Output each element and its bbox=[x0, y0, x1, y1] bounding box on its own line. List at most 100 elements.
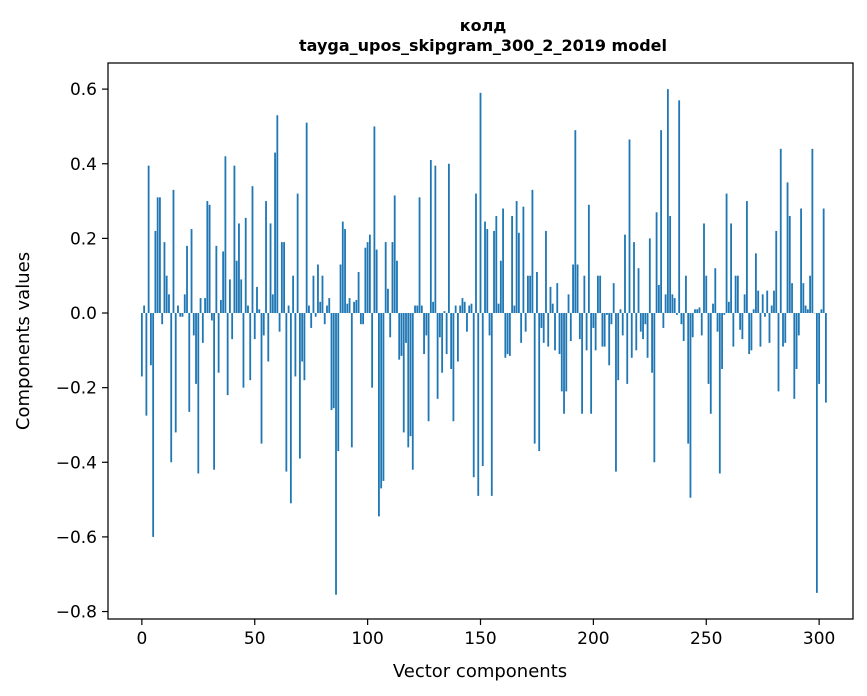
bar bbox=[432, 301, 434, 314]
bar bbox=[734, 275, 737, 314]
bar bbox=[619, 309, 622, 314]
y-tick-label: 0.4 bbox=[70, 155, 97, 175]
bar bbox=[190, 229, 193, 314]
bar bbox=[310, 313, 313, 328]
bar bbox=[438, 313, 441, 338]
bar bbox=[195, 313, 197, 384]
bar bbox=[599, 275, 602, 314]
bar bbox=[748, 313, 751, 355]
bar bbox=[414, 305, 416, 314]
bar bbox=[664, 294, 667, 314]
bar bbox=[210, 313, 213, 321]
bar bbox=[323, 313, 326, 325]
bar bbox=[795, 313, 798, 369]
bar bbox=[488, 313, 491, 336]
bar bbox=[416, 305, 419, 314]
bar bbox=[617, 313, 620, 381]
bar bbox=[755, 253, 757, 314]
bar bbox=[606, 313, 608, 315]
bar bbox=[420, 305, 423, 314]
bar bbox=[743, 294, 746, 314]
bar bbox=[159, 197, 161, 314]
bar bbox=[709, 313, 712, 414]
chart-title: колд bbox=[460, 16, 507, 35]
bar bbox=[459, 305, 462, 314]
bar bbox=[642, 313, 644, 340]
bar bbox=[477, 313, 480, 496]
bar bbox=[689, 313, 692, 498]
bar bbox=[222, 251, 225, 314]
bar bbox=[303, 313, 306, 381]
bar bbox=[145, 313, 148, 416]
bar bbox=[648, 238, 651, 314]
bar bbox=[402, 313, 405, 433]
bar bbox=[217, 313, 220, 373]
bar bbox=[389, 313, 392, 338]
bar bbox=[547, 313, 550, 347]
bar bbox=[486, 229, 489, 314]
bar bbox=[572, 264, 574, 314]
bar bbox=[357, 271, 360, 314]
bar bbox=[820, 309, 823, 314]
bar bbox=[750, 313, 753, 351]
bar bbox=[308, 305, 310, 314]
bar bbox=[215, 245, 218, 314]
bar bbox=[229, 279, 231, 314]
bar bbox=[563, 313, 565, 414]
bar bbox=[387, 288, 389, 314]
bar bbox=[242, 313, 245, 388]
bar bbox=[337, 313, 340, 452]
plot-area bbox=[140, 89, 827, 595]
bar bbox=[662, 313, 665, 328]
bar bbox=[348, 298, 351, 314]
bar bbox=[411, 313, 414, 470]
bar bbox=[560, 313, 563, 392]
bar bbox=[685, 275, 687, 314]
bar bbox=[434, 165, 437, 314]
bar bbox=[797, 313, 800, 336]
bar bbox=[495, 215, 498, 314]
bar bbox=[800, 208, 802, 314]
bar bbox=[472, 313, 475, 478]
bar bbox=[723, 313, 726, 315]
bar bbox=[170, 313, 173, 463]
bar bbox=[517, 232, 520, 314]
bar bbox=[673, 298, 676, 314]
y-tick-label: −0.4 bbox=[56, 453, 97, 473]
bar bbox=[676, 313, 678, 315]
bar bbox=[366, 242, 369, 314]
bar bbox=[698, 307, 701, 314]
bar bbox=[289, 313, 292, 504]
bar bbox=[529, 275, 532, 314]
bar bbox=[707, 313, 710, 384]
bar bbox=[624, 234, 626, 314]
bar bbox=[353, 301, 355, 314]
bar bbox=[326, 305, 328, 314]
bar bbox=[493, 230, 495, 314]
bar bbox=[177, 305, 179, 314]
bar bbox=[181, 313, 184, 317]
bar bbox=[513, 305, 516, 314]
bar bbox=[240, 279, 243, 314]
y-tick-label: −0.2 bbox=[56, 379, 97, 399]
y-axis: −0.8 −0.6 −0.4 −0.2 0.0 0.2 0.4 0.6 bbox=[56, 80, 108, 623]
bar bbox=[522, 206, 525, 314]
bar bbox=[256, 286, 258, 314]
bar bbox=[314, 313, 317, 317]
y-tick-label: −0.8 bbox=[56, 603, 97, 623]
bar bbox=[344, 229, 346, 314]
bar bbox=[596, 275, 599, 314]
bar bbox=[368, 234, 371, 314]
bar bbox=[533, 313, 536, 444]
bar bbox=[393, 195, 396, 314]
bar bbox=[779, 148, 782, 314]
bar bbox=[143, 305, 146, 314]
bar bbox=[317, 264, 319, 314]
bar bbox=[705, 275, 708, 314]
bar bbox=[678, 100, 681, 314]
bar bbox=[660, 130, 663, 314]
bar bbox=[637, 268, 640, 314]
bar bbox=[694, 309, 696, 314]
bar bbox=[633, 242, 635, 314]
bar bbox=[806, 309, 809, 314]
